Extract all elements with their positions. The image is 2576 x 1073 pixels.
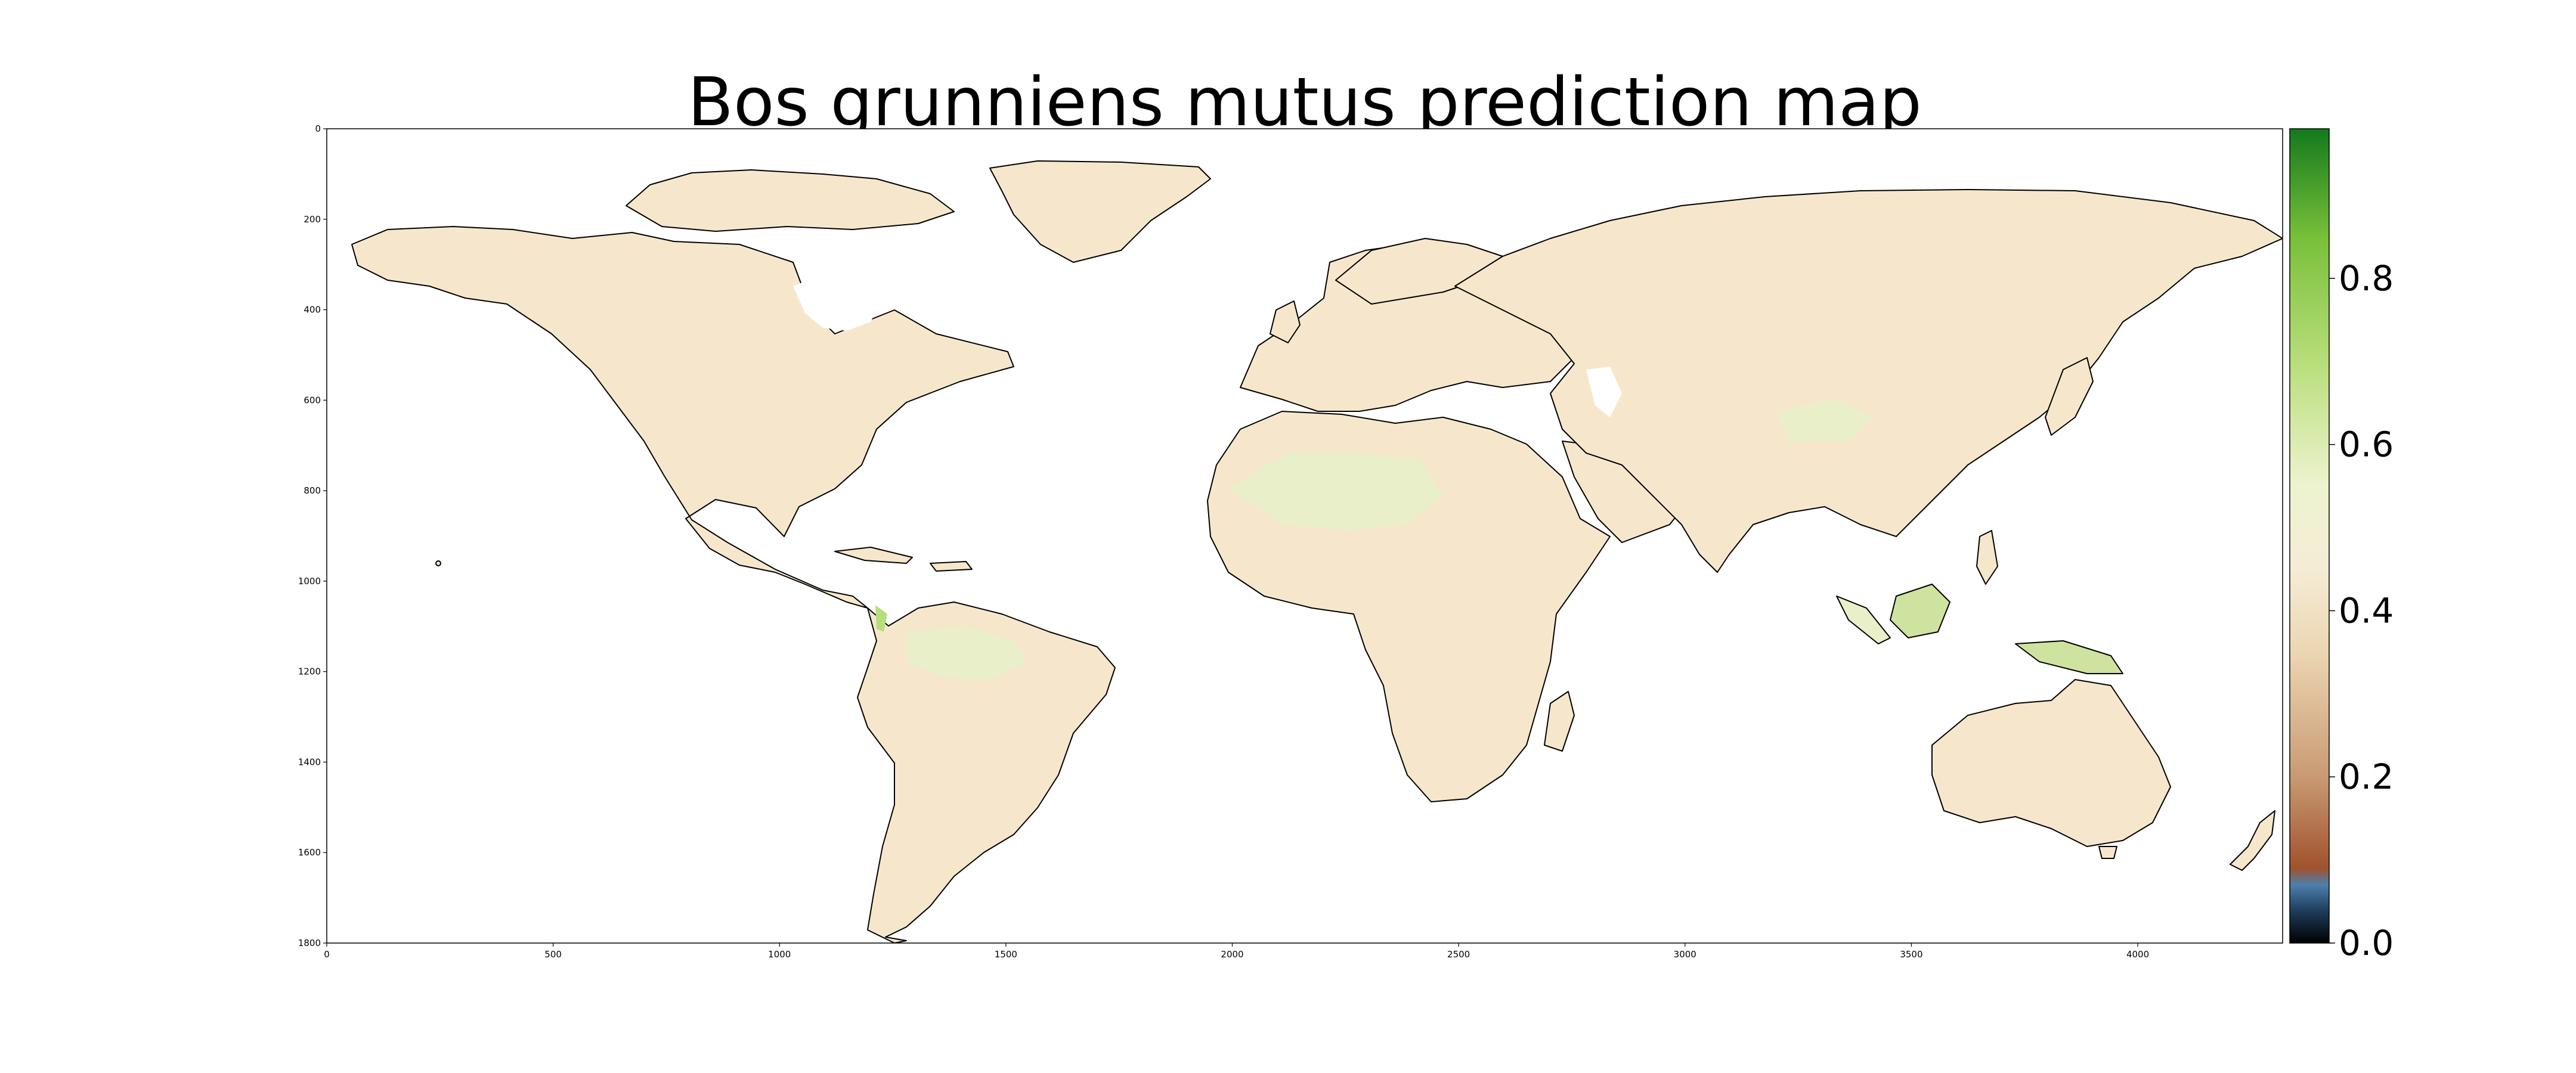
x-tick-label: 2000 xyxy=(1221,949,1243,960)
green-central-asia xyxy=(1777,399,1872,441)
y-tick-label: 1600 xyxy=(298,847,321,858)
y-tick-label: 200 xyxy=(304,214,321,225)
land-south-america xyxy=(857,601,1116,943)
x-tick-label: 500 xyxy=(544,949,562,960)
y-tick-label: 1200 xyxy=(298,666,321,677)
map-area xyxy=(327,129,2283,943)
x-tick-label: 2500 xyxy=(1447,949,1470,960)
land-arctic-islands xyxy=(626,169,955,232)
land-new-zealand xyxy=(2230,810,2275,871)
x-tick-label: 3000 xyxy=(1674,949,1696,960)
land-hispaniola xyxy=(930,561,973,572)
land-north-america xyxy=(351,226,1014,609)
land-tasmania xyxy=(2098,846,2117,859)
colorbar-ticks: 0.0 0.2 0.4 0.6 0.8 xyxy=(2329,258,2394,963)
colorbar-tick-label: 0.8 xyxy=(2339,258,2394,299)
green-andes-hotspot xyxy=(875,605,887,632)
land-japan xyxy=(2045,357,2094,436)
x-axis-ticks: 0 500 1000 1500 2000 2500 3000 3500 4000 xyxy=(324,943,2149,960)
y-tick-label: 0 xyxy=(315,123,321,134)
land-greenland xyxy=(989,160,1211,263)
land-australia xyxy=(1931,679,2171,847)
y-tick-label: 800 xyxy=(304,485,321,496)
x-tick-label: 0 xyxy=(324,949,330,960)
y-tick-label: 1000 xyxy=(298,576,321,587)
y-tick-label: 1800 xyxy=(298,938,321,948)
x-tick-label: 3500 xyxy=(1900,949,1922,960)
y-tick-label: 1400 xyxy=(298,756,321,767)
x-tick-label: 1000 xyxy=(768,949,791,960)
map-frame xyxy=(326,128,2283,944)
colorbar-tick-label: 0.0 xyxy=(2339,923,2394,963)
land-britain xyxy=(1270,300,1301,343)
green-sahara xyxy=(1228,453,1443,531)
y-axis-ticks: 0 200 400 600 800 1000 1200 1400 1600 1800 xyxy=(298,123,327,948)
land-asia xyxy=(1454,189,2283,573)
land-borneo xyxy=(1890,584,1950,638)
colorbar xyxy=(2289,128,2330,944)
land-cuba xyxy=(834,547,913,564)
x-tick-label: 1500 xyxy=(995,949,1017,960)
x-tick-label: 4000 xyxy=(2126,949,2149,960)
land-sumatra xyxy=(1836,596,1891,644)
land-philippines xyxy=(1976,530,1998,585)
y-tick-label: 400 xyxy=(304,305,321,315)
colorbar-tick-label: 0.2 xyxy=(2339,756,2394,797)
y-tick-label: 600 xyxy=(304,395,321,405)
land-hawaii xyxy=(435,560,441,566)
land-hudson-bay xyxy=(793,274,883,331)
land-madagascar xyxy=(1544,691,1575,752)
colorbar-tick-label: 0.6 xyxy=(2339,424,2394,465)
green-amazon xyxy=(906,626,1026,680)
land-new-guinea xyxy=(2015,640,2123,674)
colorbar-tick-label: 0.4 xyxy=(2339,590,2394,631)
land-caspian xyxy=(1586,367,1622,417)
